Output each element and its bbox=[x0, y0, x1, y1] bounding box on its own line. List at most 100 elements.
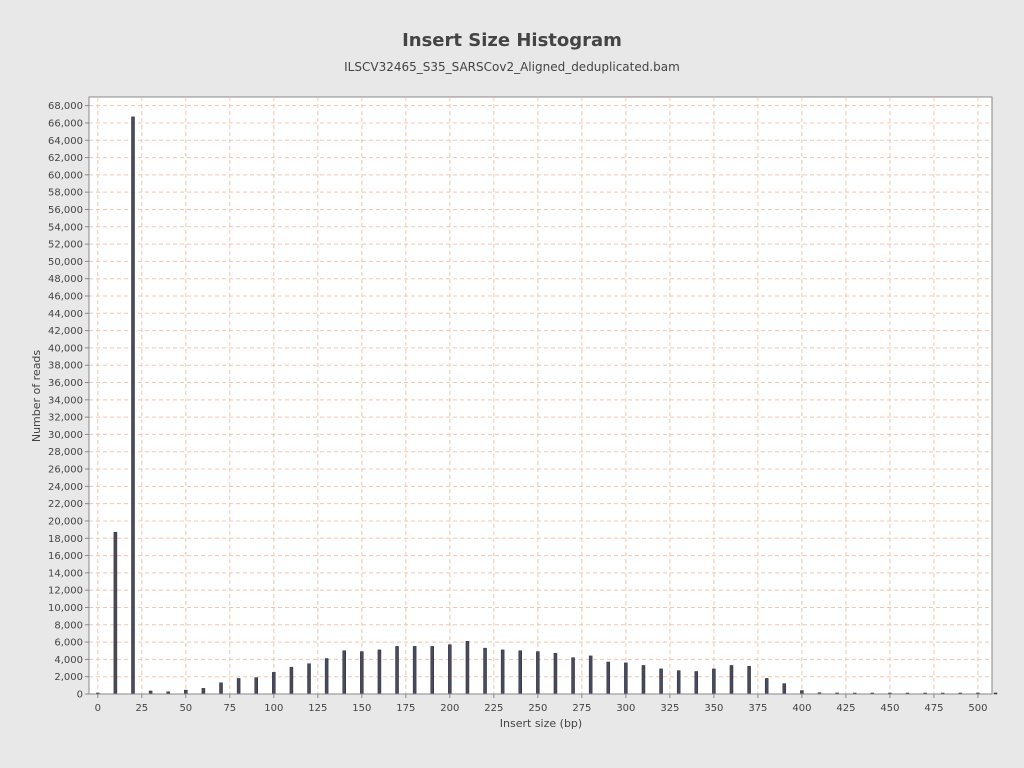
x-tick-label: 425 bbox=[836, 703, 855, 714]
histogram-bar bbox=[131, 116, 135, 695]
histogram-bar bbox=[342, 650, 346, 695]
histogram-bar bbox=[272, 672, 276, 695]
x-tick-label: 325 bbox=[660, 703, 679, 714]
x-tick-label: 500 bbox=[968, 703, 987, 714]
y-tick-label: 8,000 bbox=[54, 620, 83, 631]
y-tick-label: 58,000 bbox=[48, 188, 83, 199]
x-axis-label: Insert size (bp) bbox=[500, 717, 582, 730]
chart-subtitle: ILSCV32465_S35_SARSCov2_Aligned_deduplic… bbox=[344, 60, 680, 74]
y-tick-label: 52,000 bbox=[48, 240, 83, 251]
y-tick-label: 28,000 bbox=[48, 447, 83, 458]
histogram-bar bbox=[113, 531, 118, 695]
histogram-bar bbox=[412, 646, 417, 695]
y-tick-label: 0 bbox=[77, 690, 83, 701]
histogram-bar bbox=[676, 670, 681, 695]
grid-lines bbox=[89, 97, 992, 694]
y-tick-label: 60,000 bbox=[48, 170, 83, 181]
histogram-bar bbox=[764, 678, 769, 695]
y-tick-label: 24,000 bbox=[48, 482, 83, 493]
y-tick-label: 50,000 bbox=[48, 257, 83, 268]
y-tick-label: 66,000 bbox=[48, 118, 83, 129]
histogram-bar bbox=[483, 647, 487, 695]
y-tick-label: 12,000 bbox=[48, 586, 83, 597]
histogram-bar bbox=[747, 666, 751, 695]
histogram-bar bbox=[694, 671, 699, 695]
x-tick-label: 300 bbox=[616, 703, 635, 714]
histogram-bar bbox=[993, 692, 998, 695]
histogram-bar bbox=[659, 668, 663, 695]
x-tick-label: 400 bbox=[792, 703, 811, 714]
y-tick-label: 32,000 bbox=[48, 413, 83, 424]
y-tick-label: 56,000 bbox=[48, 205, 83, 216]
histogram-bar bbox=[800, 690, 804, 695]
x-tick-label: 150 bbox=[352, 703, 371, 714]
y-tick-label: 38,000 bbox=[48, 361, 83, 372]
y-tick-label: 68,000 bbox=[48, 101, 83, 112]
plot-area bbox=[88, 96, 993, 695]
chart-title: Insert Size Histogram bbox=[402, 30, 622, 51]
histogram-bar bbox=[254, 677, 258, 695]
histogram-bar bbox=[729, 665, 734, 695]
histogram-bar bbox=[236, 678, 241, 695]
histogram-bar bbox=[377, 649, 382, 695]
histogram-bar bbox=[536, 651, 540, 695]
histogram-bar bbox=[201, 688, 206, 695]
y-tick-label: 30,000 bbox=[48, 430, 83, 441]
y-tick-label: 36,000 bbox=[48, 378, 83, 389]
histogram-bar bbox=[624, 662, 628, 695]
x-tick-label: 450 bbox=[880, 703, 899, 714]
histogram-bar bbox=[712, 668, 716, 695]
histogram-bar bbox=[184, 689, 188, 695]
y-tick-label: 48,000 bbox=[48, 274, 83, 285]
histogram-bar bbox=[641, 665, 646, 695]
y-tick-label: 10,000 bbox=[48, 603, 83, 614]
x-tick-label: 75 bbox=[223, 703, 236, 714]
y-tick-label: 18,000 bbox=[48, 534, 83, 545]
histogram-bar bbox=[307, 663, 311, 695]
x-tick-label: 250 bbox=[528, 703, 547, 714]
y-tick-label: 54,000 bbox=[48, 222, 83, 233]
y-tick-label: 20,000 bbox=[48, 516, 83, 527]
histogram-bar bbox=[571, 657, 575, 695]
y-axis-label: Number of reads bbox=[30, 350, 43, 443]
y-tick-label: 40,000 bbox=[48, 343, 83, 354]
x-tick-label: 175 bbox=[396, 703, 415, 714]
y-tick-label: 2,000 bbox=[54, 672, 83, 683]
x-tick-label: 225 bbox=[484, 703, 503, 714]
histogram-bar bbox=[448, 644, 452, 695]
histogram-bar bbox=[324, 658, 329, 695]
y-tick-label: 14,000 bbox=[48, 568, 83, 579]
histogram-bar bbox=[553, 653, 558, 695]
x-tick-label: 475 bbox=[924, 703, 943, 714]
histogram-bar bbox=[465, 640, 470, 695]
y-tick-label: 4,000 bbox=[54, 655, 83, 666]
ticks: 0 2,000 4,000 6,000 8,000 10,000 12,000 14,000 1… bbox=[48, 101, 987, 714]
x-tick-label: 375 bbox=[748, 703, 767, 714]
x-tick-label: 100 bbox=[264, 703, 283, 714]
x-tick-label: 275 bbox=[572, 703, 591, 714]
histogram-bar bbox=[782, 683, 787, 695]
histogram-bar bbox=[360, 651, 364, 695]
x-tick-label: 200 bbox=[440, 703, 459, 714]
y-tick-label: 44,000 bbox=[48, 309, 83, 320]
y-tick-label: 34,000 bbox=[48, 395, 83, 406]
histogram-bar bbox=[289, 666, 294, 695]
y-tick-label: 26,000 bbox=[48, 465, 83, 476]
y-tick-label: 42,000 bbox=[48, 326, 83, 337]
x-tick-label: 0 bbox=[95, 703, 101, 714]
histogram-bar bbox=[430, 646, 434, 695]
histogram-bar bbox=[219, 682, 223, 695]
y-tick-label: 16,000 bbox=[48, 551, 83, 562]
x-tick-label: 25 bbox=[135, 703, 148, 714]
x-tick-label: 350 bbox=[704, 703, 723, 714]
histogram-bar bbox=[606, 661, 611, 695]
y-tick-label: 64,000 bbox=[48, 136, 83, 147]
histogram-bar bbox=[518, 650, 523, 695]
histogram-bar bbox=[395, 646, 399, 695]
histogram-bar bbox=[500, 649, 505, 695]
y-tick-label: 22,000 bbox=[48, 499, 83, 510]
histogram-bar bbox=[588, 655, 593, 695]
y-tick-label: 62,000 bbox=[48, 153, 83, 164]
y-tick-label: 6,000 bbox=[54, 638, 83, 649]
